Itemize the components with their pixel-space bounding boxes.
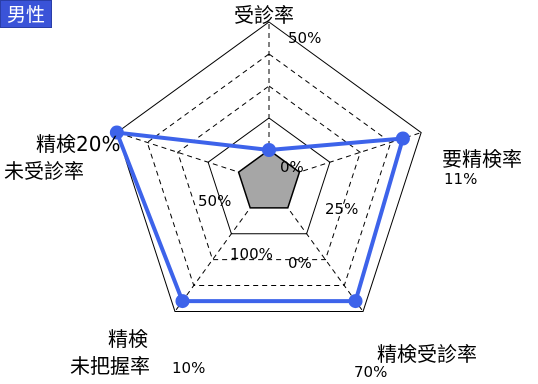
- gender-badge: 男性: [0, 0, 52, 28]
- series-point-2: [395, 131, 410, 146]
- series-point-3: [348, 294, 363, 309]
- radar-inner-region: [237, 149, 301, 209]
- axis-value-label-2: 11%: [444, 170, 477, 188]
- series-point-4: [175, 294, 190, 309]
- scale-label-3: 0%: [288, 254, 312, 272]
- radar-series: [109, 125, 410, 309]
- axis-label-1-line-1: 受診率: [234, 3, 294, 27]
- grid-ring-2: [207, 117, 331, 235]
- grid-ring-5: [116, 21, 422, 312]
- scale-label-1: 0%: [280, 158, 304, 176]
- axis-label-5-line-1: 精検20%: [36, 132, 120, 156]
- axis-label-2-line-1: 要精検率: [442, 147, 522, 171]
- axis-value-label-4: 10%: [172, 359, 205, 377]
- axis-label-3-line-1: 精検受診率: [377, 342, 477, 366]
- inner-region-polygon: [237, 149, 301, 209]
- series-line: [114, 130, 405, 304]
- radar-scale-labels: 0% 25% 0% 100% 50%: [198, 158, 358, 272]
- scale-label-5: 50%: [198, 192, 231, 210]
- axis-label-4-line-1: 精検: [108, 327, 148, 351]
- series-point-1: [262, 143, 276, 157]
- axis-value-label-3: 70%: [354, 363, 387, 381]
- axis-label-4-line-2: 未把握率: [70, 354, 150, 378]
- scale-label-2: 25%: [325, 200, 358, 218]
- scale-label-4: 100%: [230, 245, 273, 263]
- axis-label-5-line-2: 未受診率: [4, 159, 84, 183]
- axis-value-label-1: 50%: [288, 29, 321, 47]
- series-point-5: [109, 125, 124, 140]
